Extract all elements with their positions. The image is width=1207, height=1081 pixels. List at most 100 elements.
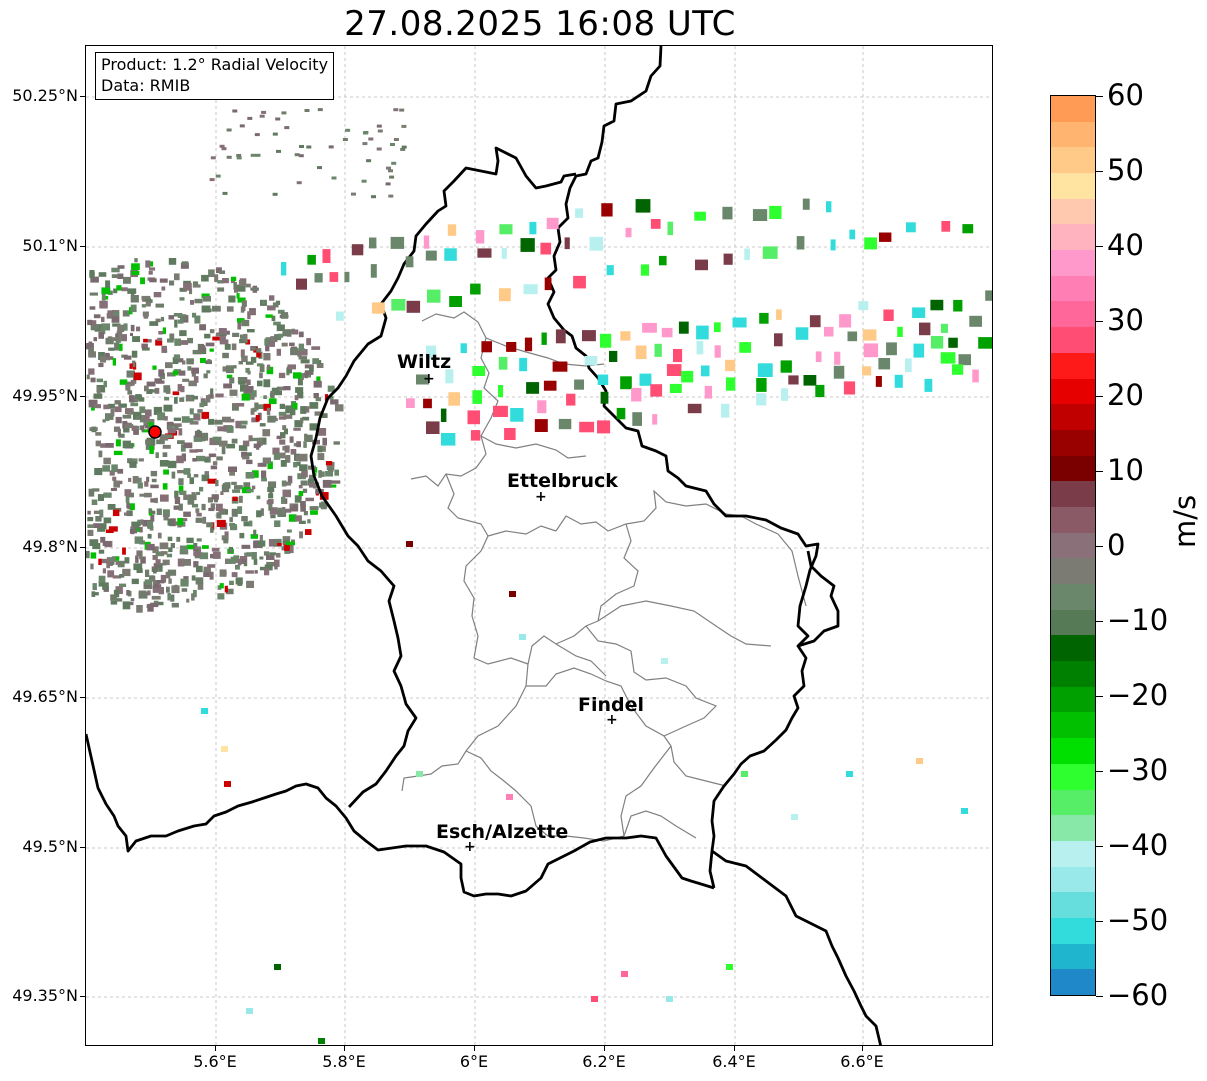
- colorbar-segment: [1051, 301, 1095, 328]
- echo-cell: [620, 331, 631, 341]
- echo-cell: [226, 155, 232, 159]
- echo-cell: [250, 534, 258, 539]
- echo-cell: [229, 377, 235, 384]
- echo-cell: [186, 537, 194, 544]
- echo-cell: [282, 507, 286, 515]
- echo-cell: [661, 658, 668, 664]
- echo-cell: [215, 393, 224, 398]
- echo-cell: [114, 556, 120, 561]
- echo-cell: [696, 325, 709, 340]
- echo-cell: [279, 439, 286, 445]
- echo-cell: [239, 532, 245, 539]
- echo-cell: [191, 593, 195, 601]
- echo-cell: [133, 430, 139, 435]
- echo-cell: [87, 510, 91, 515]
- echo-cell: [245, 361, 254, 365]
- echo-cell: [150, 484, 159, 489]
- lat-label: 49.35°N: [12, 986, 78, 1005]
- echo-cell: [322, 249, 331, 263]
- echo-cell: [231, 572, 238, 578]
- echo-cell: [284, 456, 291, 460]
- echo-cell: [221, 746, 228, 752]
- echo-cell: [160, 574, 167, 583]
- colorbar-segment: [1051, 763, 1095, 791]
- echo-cell: [168, 258, 177, 265]
- echo-cell: [246, 580, 254, 588]
- echo-cell: [149, 575, 155, 580]
- echo-cell: [222, 191, 228, 195]
- echo-cell: [701, 365, 710, 377]
- echo-cell: [173, 417, 181, 421]
- echo-cell: [206, 522, 214, 528]
- echo-cell: [221, 147, 227, 151]
- echo-cell: [95, 440, 101, 447]
- echo-cell: [250, 356, 257, 363]
- echo-cell: [240, 384, 249, 392]
- product-label: Product: 1.2° Radial Velocity: [101, 55, 329, 74]
- lon-tick: [734, 1046, 735, 1051]
- echo-cell: [187, 473, 191, 478]
- echo-cell: [302, 416, 310, 421]
- echo-cell: [111, 267, 120, 273]
- echo-cell: [93, 393, 103, 399]
- colorbar-segment: [1051, 661, 1095, 688]
- echo-cell: [259, 556, 264, 560]
- echo-cell: [389, 175, 395, 179]
- echo-cell: [127, 410, 134, 415]
- city-marker-findel: +: [606, 712, 618, 728]
- echo-cell: [109, 356, 114, 360]
- colorbar-tick-label: −30: [1107, 753, 1169, 787]
- echo-cell: [236, 156, 242, 160]
- echo-cell: [130, 379, 135, 386]
- echo-cell: [188, 380, 194, 385]
- echo-cell: [86, 374, 90, 380]
- echo-cell: [212, 461, 218, 466]
- echo-cell: [158, 564, 163, 572]
- echo-cell: [144, 481, 149, 487]
- echo-cell: [161, 346, 167, 353]
- colorbar-segment: [1051, 121, 1095, 148]
- echo-cell: [470, 430, 481, 441]
- echo-cell: [210, 503, 216, 510]
- echo-cell: [167, 536, 173, 542]
- echo-cell: [214, 274, 219, 282]
- echo-cell: [236, 154, 242, 157]
- echo-cell: [298, 496, 302, 501]
- echo-cell: [191, 367, 199, 374]
- echo-cell: [252, 437, 259, 442]
- echo-cell: [498, 356, 508, 370]
- echo-cell: [183, 442, 193, 449]
- colorbar-tick: [1096, 771, 1103, 772]
- echo-cell: [253, 558, 258, 565]
- echo-cell: [294, 420, 303, 428]
- echo-cell: [268, 503, 273, 511]
- echo-cell: [129, 363, 133, 369]
- echo-cell: [111, 337, 120, 341]
- echo-cell: [150, 389, 158, 393]
- echo-cell: [146, 476, 150, 482]
- echo-cell: [262, 429, 271, 437]
- echo-cell: [251, 470, 259, 478]
- echo-cell: [292, 504, 298, 509]
- echo-cell: [199, 486, 204, 492]
- echo-cell: [298, 491, 304, 497]
- echo-cell: [282, 508, 292, 513]
- echo-cell: [143, 338, 148, 343]
- echo-cell: [276, 386, 285, 391]
- echo-cell: [552, 361, 568, 372]
- lon-tick: [604, 1046, 605, 1051]
- echo-cell: [103, 295, 109, 300]
- echo-cell: [601, 203, 613, 217]
- echo-cell: [371, 195, 376, 199]
- echo-cell: [219, 583, 224, 589]
- echo-cell: [659, 255, 667, 266]
- echo-cell: [248, 435, 253, 442]
- echo-cell: [176, 455, 184, 464]
- echo-cell: [253, 540, 257, 549]
- echo-cell: [210, 388, 214, 396]
- echo-cell: [293, 427, 301, 431]
- echo-cell: [266, 364, 271, 370]
- echo-cell: [263, 395, 267, 399]
- echo-cell: [237, 578, 243, 586]
- colorbar-segment: [1051, 738, 1095, 765]
